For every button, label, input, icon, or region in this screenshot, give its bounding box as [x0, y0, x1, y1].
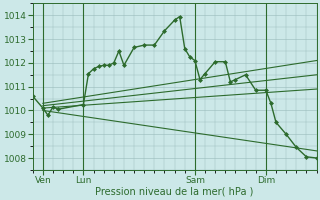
- X-axis label: Pression niveau de la mer( hPa ): Pression niveau de la mer( hPa ): [95, 187, 254, 197]
